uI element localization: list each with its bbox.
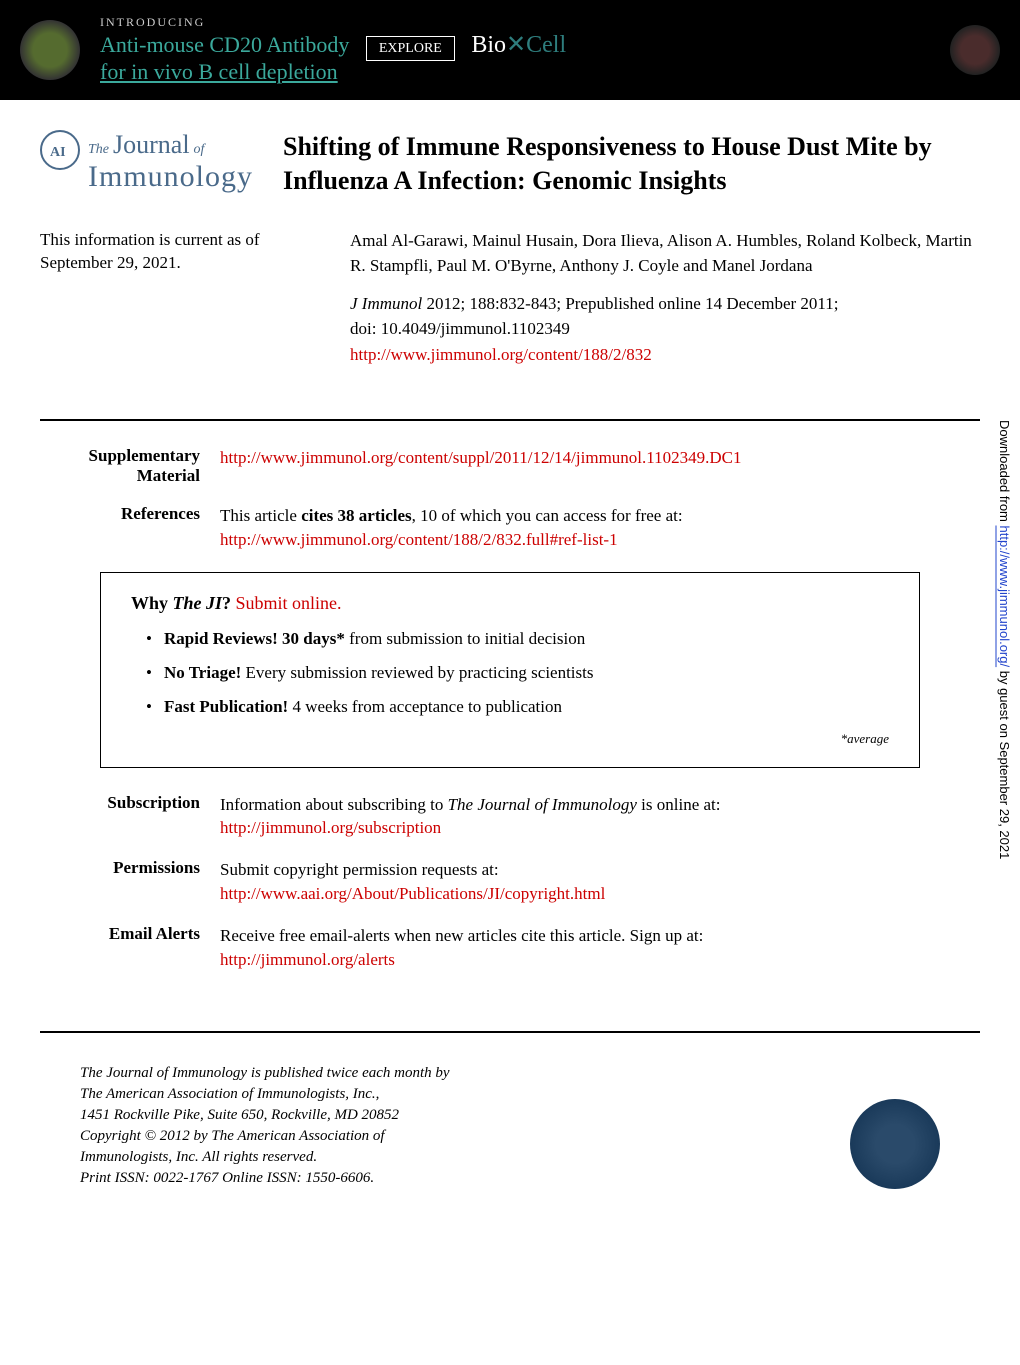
references-post: , 10 of which you can access for free at… [412, 506, 683, 525]
references-label: References [40, 504, 220, 552]
references-value: This article cites 38 articles, 10 of wh… [220, 504, 980, 552]
why-list: Rapid Reviews! 30 days* from submission … [131, 629, 889, 717]
aai-badge-icon: AI [40, 130, 80, 170]
meta-row: This information is current as of Septem… [0, 218, 1020, 410]
subscription-row: Subscription Information about subscribi… [40, 793, 980, 841]
supplementary-value: http://www.jimmunol.org/content/suppl/20… [220, 446, 980, 486]
banner-cell-image-left [20, 20, 80, 80]
bioxcell-logo: Bio✕Cell [471, 32, 566, 58]
journal-logo: AI The Journal of Immunology [40, 130, 253, 198]
article-url-link[interactable]: http://www.jimmunol.org/content/188/2/83… [350, 345, 652, 364]
permissions-text: Submit copyright permission requests at: [220, 860, 499, 879]
download-sidebar: Downloaded from http://www.jimmunol.org/… [997, 420, 1012, 859]
footer-line6: Print ISSN: 0022-1767 Online ISSN: 1550-… [80, 1170, 374, 1186]
alerts-row: Email Alerts Receive free email-alerts w… [40, 924, 980, 972]
permissions-value: Submit copyright permission requests at:… [220, 858, 980, 906]
divider [40, 419, 980, 421]
explore-button[interactable]: EXPLORE [366, 36, 455, 61]
sidebar-pre: Downloaded from [997, 420, 1012, 526]
alerts-label: Email Alerts [40, 924, 220, 972]
footer-line4: Copyright © 2012 by The American Associa… [80, 1128, 385, 1144]
references-pre: This article [220, 506, 301, 525]
subscription-value: Information about subscribing to The Jou… [220, 793, 980, 841]
info-table: Supplementary Material http://www.jimmun… [0, 446, 1020, 552]
banner-line1: Anti-mouse CD20 Antibody [100, 32, 349, 57]
supplementary-label: Supplementary Material [40, 446, 220, 486]
aai-seal-icon [850, 1099, 940, 1189]
authors: Amal Al-Garawi, Mainul Husain, Dora Ilie… [350, 228, 980, 279]
footer-line1-post: is published twice each month by [247, 1065, 449, 1081]
citation-doi: doi: 10.4049/jimmunol.1102349 [350, 319, 570, 338]
alerts-link[interactable]: http://jimmunol.org/alerts [220, 950, 395, 969]
subscription-pre: Information about subscribing to [220, 795, 448, 814]
why-item-2-rest: 4 weeks from acceptance to publication [288, 697, 562, 716]
subscription-post: is online at: [637, 795, 721, 814]
citation-journal: J Immunol [350, 294, 422, 313]
supplementary-row: Supplementary Material http://www.jimmun… [40, 446, 980, 486]
sidebar-link[interactable]: http://www.jimmunol.org/ [997, 526, 1012, 668]
why-item-1-rest: Every submission reviewed by practicing … [241, 663, 593, 682]
footer: The Journal of Immunology is published t… [40, 1031, 980, 1209]
citation: J Immunol 2012; 188:832-843; Prepublishe… [350, 291, 980, 368]
article-title: Shifting of Immune Responsiveness to Hou… [283, 130, 980, 198]
header-row: AI The Journal of Immunology Shifting of… [0, 100, 1020, 218]
subscription-ital: The Journal of Immunology [448, 795, 637, 814]
permissions-row: Permissions Submit copyright permission … [40, 858, 980, 906]
references-row: References This article cites 38 article… [40, 504, 980, 552]
why-item-rapid: Rapid Reviews! 30 days* from submission … [146, 629, 889, 649]
ad-banner[interactable]: INTRODUCING Anti-mouse CD20 Antibody EXP… [0, 0, 1020, 100]
why-title: Why The JI? Submit online. [131, 593, 889, 614]
submit-online-link[interactable]: Submit online. [236, 593, 342, 613]
citation-details: 2012; 188:832-843; Prepublished online 1… [422, 294, 838, 313]
why-item-2-bold: Fast Publication! [164, 697, 288, 716]
why-box: Why The JI? Submit online. Rapid Reviews… [100, 572, 920, 768]
svg-text:AI: AI [50, 145, 66, 160]
footer-line5: Immunologists, Inc. All rights reserved. [80, 1149, 317, 1165]
why-average: *average [131, 731, 889, 747]
footer-text: The Journal of Immunology is published t… [80, 1063, 820, 1189]
why-item-0-bold: Rapid Reviews! 30 days* [164, 629, 345, 648]
footer-line3: 1451 Rockville Pike, Suite 650, Rockvill… [80, 1107, 399, 1123]
why-item-fast: Fast Publication! 4 weeks from acceptanc… [146, 697, 889, 717]
current-info: This information is current as of Septem… [40, 228, 320, 380]
logo-bio: Bio [471, 32, 506, 58]
banner-cell-image-right [950, 25, 1000, 75]
journal-the: The [88, 142, 109, 157]
journal-immunology: Immunology [88, 160, 253, 193]
banner-line2: for in vivo B cell depletion [100, 59, 338, 84]
banner-intro: INTRODUCING [100, 15, 930, 30]
banner-text: INTRODUCING Anti-mouse CD20 Antibody EXP… [100, 15, 930, 85]
footer-line2: The American Association of Immunologist… [80, 1086, 379, 1102]
permissions-label: Permissions [40, 858, 220, 906]
why-pre: Why [131, 593, 173, 613]
logo-cell: Cell [526, 32, 566, 58]
why-ji: The JI [173, 593, 223, 613]
references-link[interactable]: http://www.jimmunol.org/content/188/2/83… [220, 530, 618, 549]
meta-content: Amal Al-Garawi, Mainul Husain, Dora Ilie… [350, 228, 980, 380]
alerts-value: Receive free email-alerts when new artic… [220, 924, 980, 972]
journal-journal: Journal [113, 130, 190, 159]
journal-of: of [194, 142, 205, 157]
why-item-1-bold: No Triage! [164, 663, 241, 682]
footer-journal-ref: The Journal of Immunology [80, 1065, 247, 1081]
alerts-text: Receive free email-alerts when new artic… [220, 926, 703, 945]
why-q: ? [222, 593, 236, 613]
subscription-label: Subscription [40, 793, 220, 841]
references-bold: cites 38 articles [301, 506, 411, 525]
permissions-link[interactable]: http://www.aai.org/About/Publications/JI… [220, 884, 605, 903]
banner-title: Anti-mouse CD20 Antibody EXPLORE Bio✕Cel… [100, 30, 930, 85]
info-table-2: Subscription Information about subscribi… [0, 793, 1020, 972]
supplementary-link[interactable]: http://www.jimmunol.org/content/suppl/20… [220, 448, 742, 467]
sidebar-post: by guest on September 29, 2021 [997, 667, 1012, 859]
journal-name: The Journal of Immunology [88, 130, 253, 194]
why-item-0-rest: from submission to initial decision [345, 629, 585, 648]
subscription-link[interactable]: http://jimmunol.org/subscription [220, 818, 441, 837]
why-item-triage: No Triage! Every submission reviewed by … [146, 663, 889, 683]
logo-x-icon: ✕ [506, 32, 526, 58]
